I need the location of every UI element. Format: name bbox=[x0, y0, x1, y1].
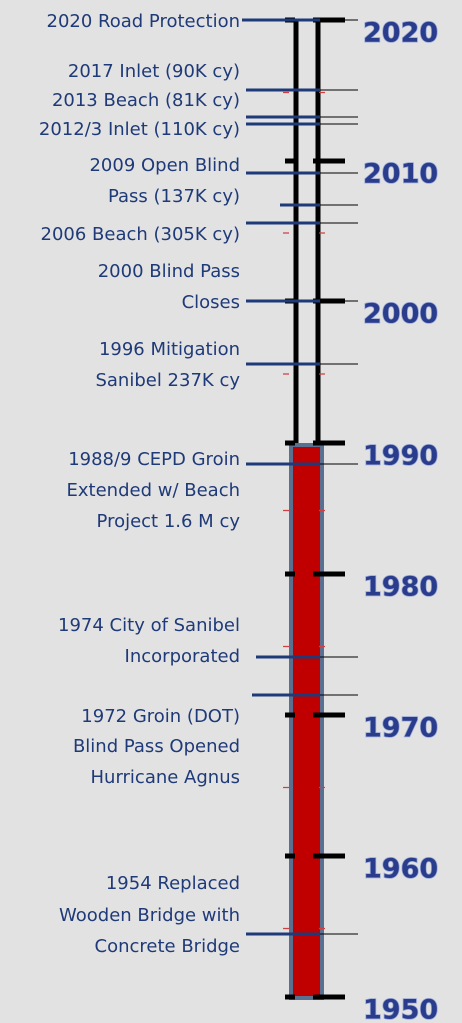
event-label: Hurricane Agnus bbox=[91, 767, 241, 788]
event-label: 2000 Blind Pass bbox=[98, 261, 240, 282]
decade-label: 1970 bbox=[363, 713, 438, 744]
event-label: Blind Pass Opened bbox=[73, 736, 240, 757]
event-label: Concrete Bridge bbox=[95, 936, 241, 957]
event-label: Sanibel 237K cy bbox=[95, 370, 240, 391]
event-label: 2020 Road Protection bbox=[47, 11, 240, 32]
event-label: 1988/9 CEPD Groin bbox=[68, 449, 240, 470]
event-label: Project 1.6 M cy bbox=[97, 511, 241, 532]
decade-label: 1950 bbox=[363, 995, 438, 1023]
decade-label: 2010 bbox=[363, 159, 438, 190]
event-label: Pass (137K cy) bbox=[108, 186, 240, 207]
red-bar bbox=[289, 443, 324, 1000]
event-label: Wooden Bridge with bbox=[59, 905, 240, 926]
decade-label: 1980 bbox=[363, 572, 438, 603]
event-label: 1996 Mitigation bbox=[99, 339, 240, 360]
decade-label: 1960 bbox=[363, 854, 438, 885]
event-label: Incorporated bbox=[125, 646, 240, 667]
decade-label: 2000 bbox=[363, 299, 438, 330]
event-label: Extended w/ Beach bbox=[67, 480, 240, 501]
event-label: 1972 Groin (DOT) bbox=[81, 706, 240, 727]
event-label: 2017 Inlet (90K cy) bbox=[68, 61, 240, 82]
event-label: 2009 Open Blind bbox=[89, 155, 240, 176]
event-label: Closes bbox=[182, 292, 240, 313]
event-label: 1974 City of Sanibel bbox=[58, 615, 240, 636]
event-label: 2006 Beach (305K cy) bbox=[41, 224, 241, 245]
decade-label: 1990 bbox=[363, 441, 438, 472]
event-label: 1954 Replaced bbox=[106, 873, 240, 894]
event-label: 2012/3 Inlet (110K cy) bbox=[39, 119, 240, 140]
event-label: 2013 Beach (81K cy) bbox=[52, 90, 240, 111]
decade-label: 2020 bbox=[363, 18, 438, 49]
